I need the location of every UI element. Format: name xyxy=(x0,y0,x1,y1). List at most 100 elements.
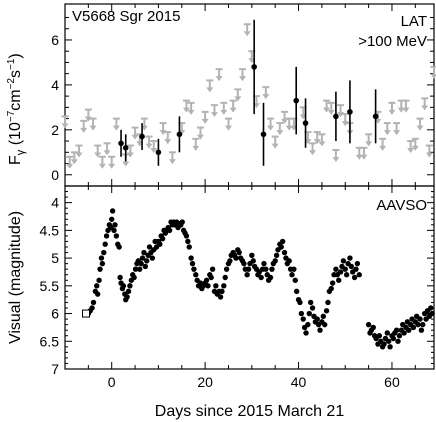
upper-limit-marker xyxy=(365,133,373,147)
upper-limit-arrowhead xyxy=(416,125,424,131)
aavso-point xyxy=(109,216,115,222)
aavso-point xyxy=(303,330,309,336)
detection-point xyxy=(347,80,353,144)
aavso-point xyxy=(186,244,192,250)
energy-label: >100 MeV xyxy=(358,33,427,50)
top-ytick-label: 2 xyxy=(51,122,59,138)
upper-limit-arrowhead xyxy=(313,139,321,145)
upper-limit-arrowhead xyxy=(430,73,436,79)
upper-limit-marker xyxy=(145,135,153,149)
detection-marker xyxy=(260,131,267,138)
aavso-point xyxy=(146,244,153,250)
aavso-point xyxy=(217,294,224,300)
upper-limit-marker xyxy=(234,88,242,102)
upper-limit-arrowhead xyxy=(407,148,415,154)
upper-limit-arrowhead xyxy=(276,130,284,136)
upper-limit-marker xyxy=(159,122,167,136)
upper-limit-arrowhead xyxy=(411,145,419,151)
aavso-point xyxy=(410,324,417,331)
aavso-point xyxy=(139,255,146,261)
aavso-point xyxy=(138,260,144,267)
upper-limit-marker xyxy=(164,131,172,145)
aavso-point xyxy=(343,272,350,278)
top-ytick-label: 6 xyxy=(51,32,59,48)
upper-limit-marker xyxy=(281,110,289,124)
detection-point xyxy=(372,89,379,144)
aavso-point xyxy=(227,258,233,264)
aavso-label: AAVSO xyxy=(376,197,427,214)
upper-limit-marker xyxy=(201,110,209,124)
aavso-point xyxy=(125,288,132,295)
detection-marker xyxy=(333,113,339,120)
aavso-point xyxy=(258,274,264,281)
detection-point xyxy=(251,19,257,115)
upper-limit-arrowhead xyxy=(210,112,218,118)
aavso-point xyxy=(267,274,274,281)
upper-limit-arrowhead xyxy=(70,159,78,165)
detection-point xyxy=(139,123,145,151)
upper-limit-arrowhead xyxy=(327,109,335,115)
upper-limit-marker xyxy=(262,86,270,100)
aavso-point xyxy=(306,310,312,317)
top-ylabel-main: F xyxy=(7,155,24,165)
upper-limit-marker xyxy=(402,99,410,113)
detection-marker xyxy=(176,131,183,138)
aavso-point xyxy=(245,266,252,272)
top-ylabel-exp2: −2 xyxy=(6,78,17,90)
upper-limit-marker xyxy=(243,23,251,37)
detection-marker xyxy=(139,133,145,140)
upper-limit-marker xyxy=(61,115,69,129)
aavso-point xyxy=(103,233,110,239)
upper-limit-arrowhead xyxy=(126,152,134,158)
aavso-point xyxy=(385,338,392,344)
aavso-point xyxy=(90,299,97,306)
upper-limit-arrowhead xyxy=(234,96,242,102)
aavso-point xyxy=(241,260,247,267)
upper-limit-arrowhead xyxy=(75,152,83,158)
aavso-point xyxy=(116,244,122,250)
detection-point xyxy=(302,98,309,148)
upper-limit-marker xyxy=(355,146,363,160)
aavso-point xyxy=(183,233,190,239)
upper-limit-arrowhead xyxy=(112,125,120,131)
aavso-series xyxy=(85,208,435,350)
aavso-point xyxy=(98,255,105,261)
bottom-plot-frame xyxy=(64,185,435,370)
upper-limit-arrowhead xyxy=(80,127,88,133)
upper-limit-arrowhead xyxy=(66,163,74,169)
aavso-point xyxy=(337,269,344,275)
upper-limit-marker xyxy=(313,131,321,145)
aavso-point xyxy=(396,333,403,339)
aavso-point xyxy=(137,266,143,272)
upper-limit-marker xyxy=(323,99,331,113)
aavso-point xyxy=(309,305,316,311)
aavso-point xyxy=(340,258,347,264)
upper-limit-arrowhead xyxy=(94,152,102,158)
bottom-ytick-label: 7 xyxy=(51,361,59,377)
upper-limit-arrowhead xyxy=(262,94,270,100)
aavso-point xyxy=(272,258,278,264)
aavso-point xyxy=(293,288,300,295)
aavso-point xyxy=(203,277,210,283)
aavso-point xyxy=(188,255,194,261)
aavso-point xyxy=(387,344,393,350)
bottom-ytick-label: 5.5 xyxy=(40,278,60,294)
aavso-point xyxy=(356,272,362,278)
detection-marker xyxy=(122,145,129,151)
bottom-panel: 4 4.5 5 5.5 6 6.5 7 0 20 40 60 AAVSO Visual (magn… xyxy=(7,185,435,420)
upper-limit-marker xyxy=(411,137,419,151)
detection-marker xyxy=(118,140,124,147)
upper-limit-marker xyxy=(89,117,97,131)
bottom-ytick-label: 4.5 xyxy=(40,222,60,238)
upper-limit-arrowhead xyxy=(220,109,228,115)
aavso-point xyxy=(141,249,147,256)
upper-limit-arrowhead xyxy=(421,105,429,111)
upper-limit-marker xyxy=(187,101,195,115)
upper-limit-arrowhead xyxy=(309,150,317,156)
aavso-point xyxy=(94,291,101,297)
upper-limit-arrowhead xyxy=(229,107,237,113)
aavso-point xyxy=(142,263,149,270)
bottom-xtick-label: 40 xyxy=(291,374,307,390)
aavso-point xyxy=(328,285,334,292)
